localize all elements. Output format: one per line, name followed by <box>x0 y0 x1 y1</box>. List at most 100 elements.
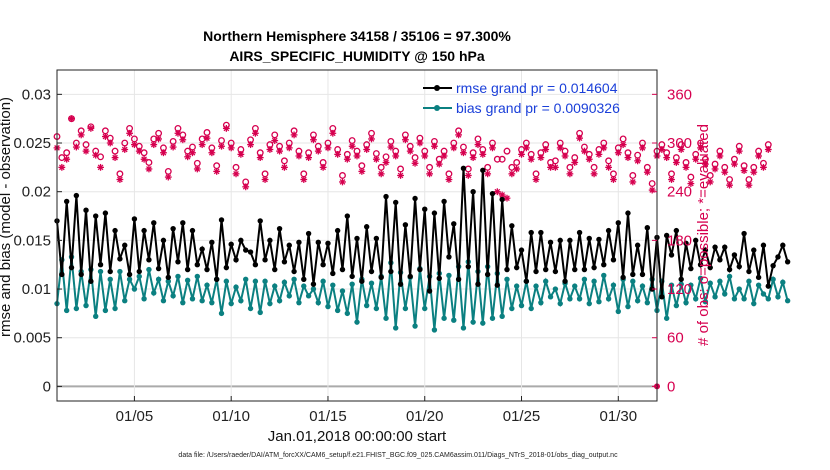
rmse-point <box>431 210 438 216</box>
rmse-point <box>373 235 380 242</box>
bias-point <box>339 288 346 294</box>
rmse-point <box>228 241 234 247</box>
obs-evaluated-marker <box>271 137 279 144</box>
plot-area-frame <box>56 69 658 402</box>
rmse-point <box>262 257 268 263</box>
obs-possible-marker <box>63 149 71 157</box>
rmse-point <box>136 268 142 275</box>
rmse-point <box>296 239 302 246</box>
bias-point <box>334 307 341 314</box>
rmse-point <box>73 192 80 199</box>
bias-point <box>533 283 539 289</box>
rmse-point <box>591 264 597 271</box>
rmse-point <box>126 271 133 278</box>
left-y-axis: 0 0.005 0.01 0.015 0.02 0.025 0.03 <box>13 86 62 395</box>
bias-point <box>596 299 602 305</box>
obs-evaluated-marker <box>566 170 574 178</box>
obs-evaluated-marker <box>314 147 322 155</box>
rmse-point <box>426 288 433 294</box>
obs-evaluated-marker <box>232 170 240 178</box>
obs-possible-marker <box>648 180 656 188</box>
rmse-point <box>223 264 230 271</box>
x-tick-label: 01/20 <box>406 408 444 425</box>
obs-evaluated-marker <box>387 143 395 151</box>
bias-point <box>160 298 167 304</box>
bias-point <box>243 276 249 283</box>
rmse-point <box>484 271 491 278</box>
obs-possible-marker <box>551 157 559 165</box>
bias-point <box>746 278 752 284</box>
bias-point <box>755 282 762 288</box>
bias-point <box>707 280 713 286</box>
bias-point <box>238 298 244 304</box>
bias-point <box>136 273 142 280</box>
rmse-point <box>180 220 186 226</box>
rmse-point <box>668 252 675 258</box>
obs-evaluated-marker <box>310 136 317 144</box>
obs-evaluated-marker <box>358 168 366 175</box>
rmse-point <box>175 259 181 265</box>
rmse-point <box>378 274 384 281</box>
rmse-point <box>688 265 694 272</box>
bias-point <box>760 291 767 297</box>
bias-point <box>363 302 370 309</box>
obs-evaluated-marker <box>305 154 313 162</box>
obs-evaluated-marker <box>261 176 269 183</box>
rmse-point <box>465 263 471 270</box>
bias-point <box>83 302 89 309</box>
obs-evaluated-marker <box>687 180 695 187</box>
rmse-point <box>213 276 220 283</box>
bias-point <box>131 286 138 292</box>
left-y-tick-label: 0.015 <box>13 232 51 249</box>
bias-point <box>567 296 573 302</box>
rmse-point <box>83 207 89 213</box>
rmse-point <box>247 249 254 255</box>
obs-evaluated-marker <box>189 149 196 157</box>
bias-point <box>586 300 592 307</box>
rmse-point <box>397 281 404 287</box>
obs-evaluated-marker <box>663 154 671 162</box>
obs-evaluated-marker <box>222 125 230 132</box>
bias-point <box>605 296 612 302</box>
rmse-point <box>151 220 157 226</box>
right-y-tick-label: 60 <box>667 330 684 347</box>
obs-possible-marker <box>629 172 637 179</box>
rmse-point <box>538 229 544 236</box>
obs-evaluated-marker <box>740 167 748 174</box>
bias-point <box>717 278 723 284</box>
obs-evaluated-marker <box>440 152 448 160</box>
obs-evaluated-marker <box>576 134 583 142</box>
obs-possible-marker <box>145 159 153 166</box>
obs-evaluated-marker <box>590 170 598 178</box>
rmse-point <box>446 254 452 260</box>
bias-point <box>325 303 331 310</box>
rmse-point <box>97 262 104 268</box>
obs-evaluated-marker <box>213 168 221 175</box>
rmse-point <box>557 237 563 244</box>
bias-point <box>441 315 447 321</box>
rmse-point <box>504 266 510 273</box>
bias-point <box>112 305 118 312</box>
obs-evaluated-marker <box>600 144 608 152</box>
obs-evaluated-marker <box>164 173 172 181</box>
bias-point <box>102 307 109 314</box>
chart-title-line1: Northern Hemisphere 34158 / 35106 = 97.3… <box>203 28 511 44</box>
x-axis-label: Jan.01,2018 00:00:00 start <box>268 428 447 445</box>
bias-point <box>741 296 747 302</box>
bias-point <box>330 282 336 288</box>
obs-evaluated-marker <box>542 146 550 153</box>
obs-possible-marker <box>566 163 574 171</box>
obs-evaluated-marker <box>184 153 192 161</box>
x-axis: 01/05 01/10 01/15 01/20 01/25 01/30 <box>116 396 637 425</box>
rmse-point <box>475 281 481 287</box>
rmse-point <box>605 227 612 234</box>
bias-point <box>678 281 684 287</box>
bias-point <box>349 281 355 287</box>
bias-point <box>663 315 670 321</box>
bias-point <box>765 296 771 302</box>
rmse-point <box>112 227 118 234</box>
rmse-point <box>673 227 680 234</box>
obs-evaluated-marker <box>411 159 419 167</box>
rmse-point <box>243 247 249 253</box>
